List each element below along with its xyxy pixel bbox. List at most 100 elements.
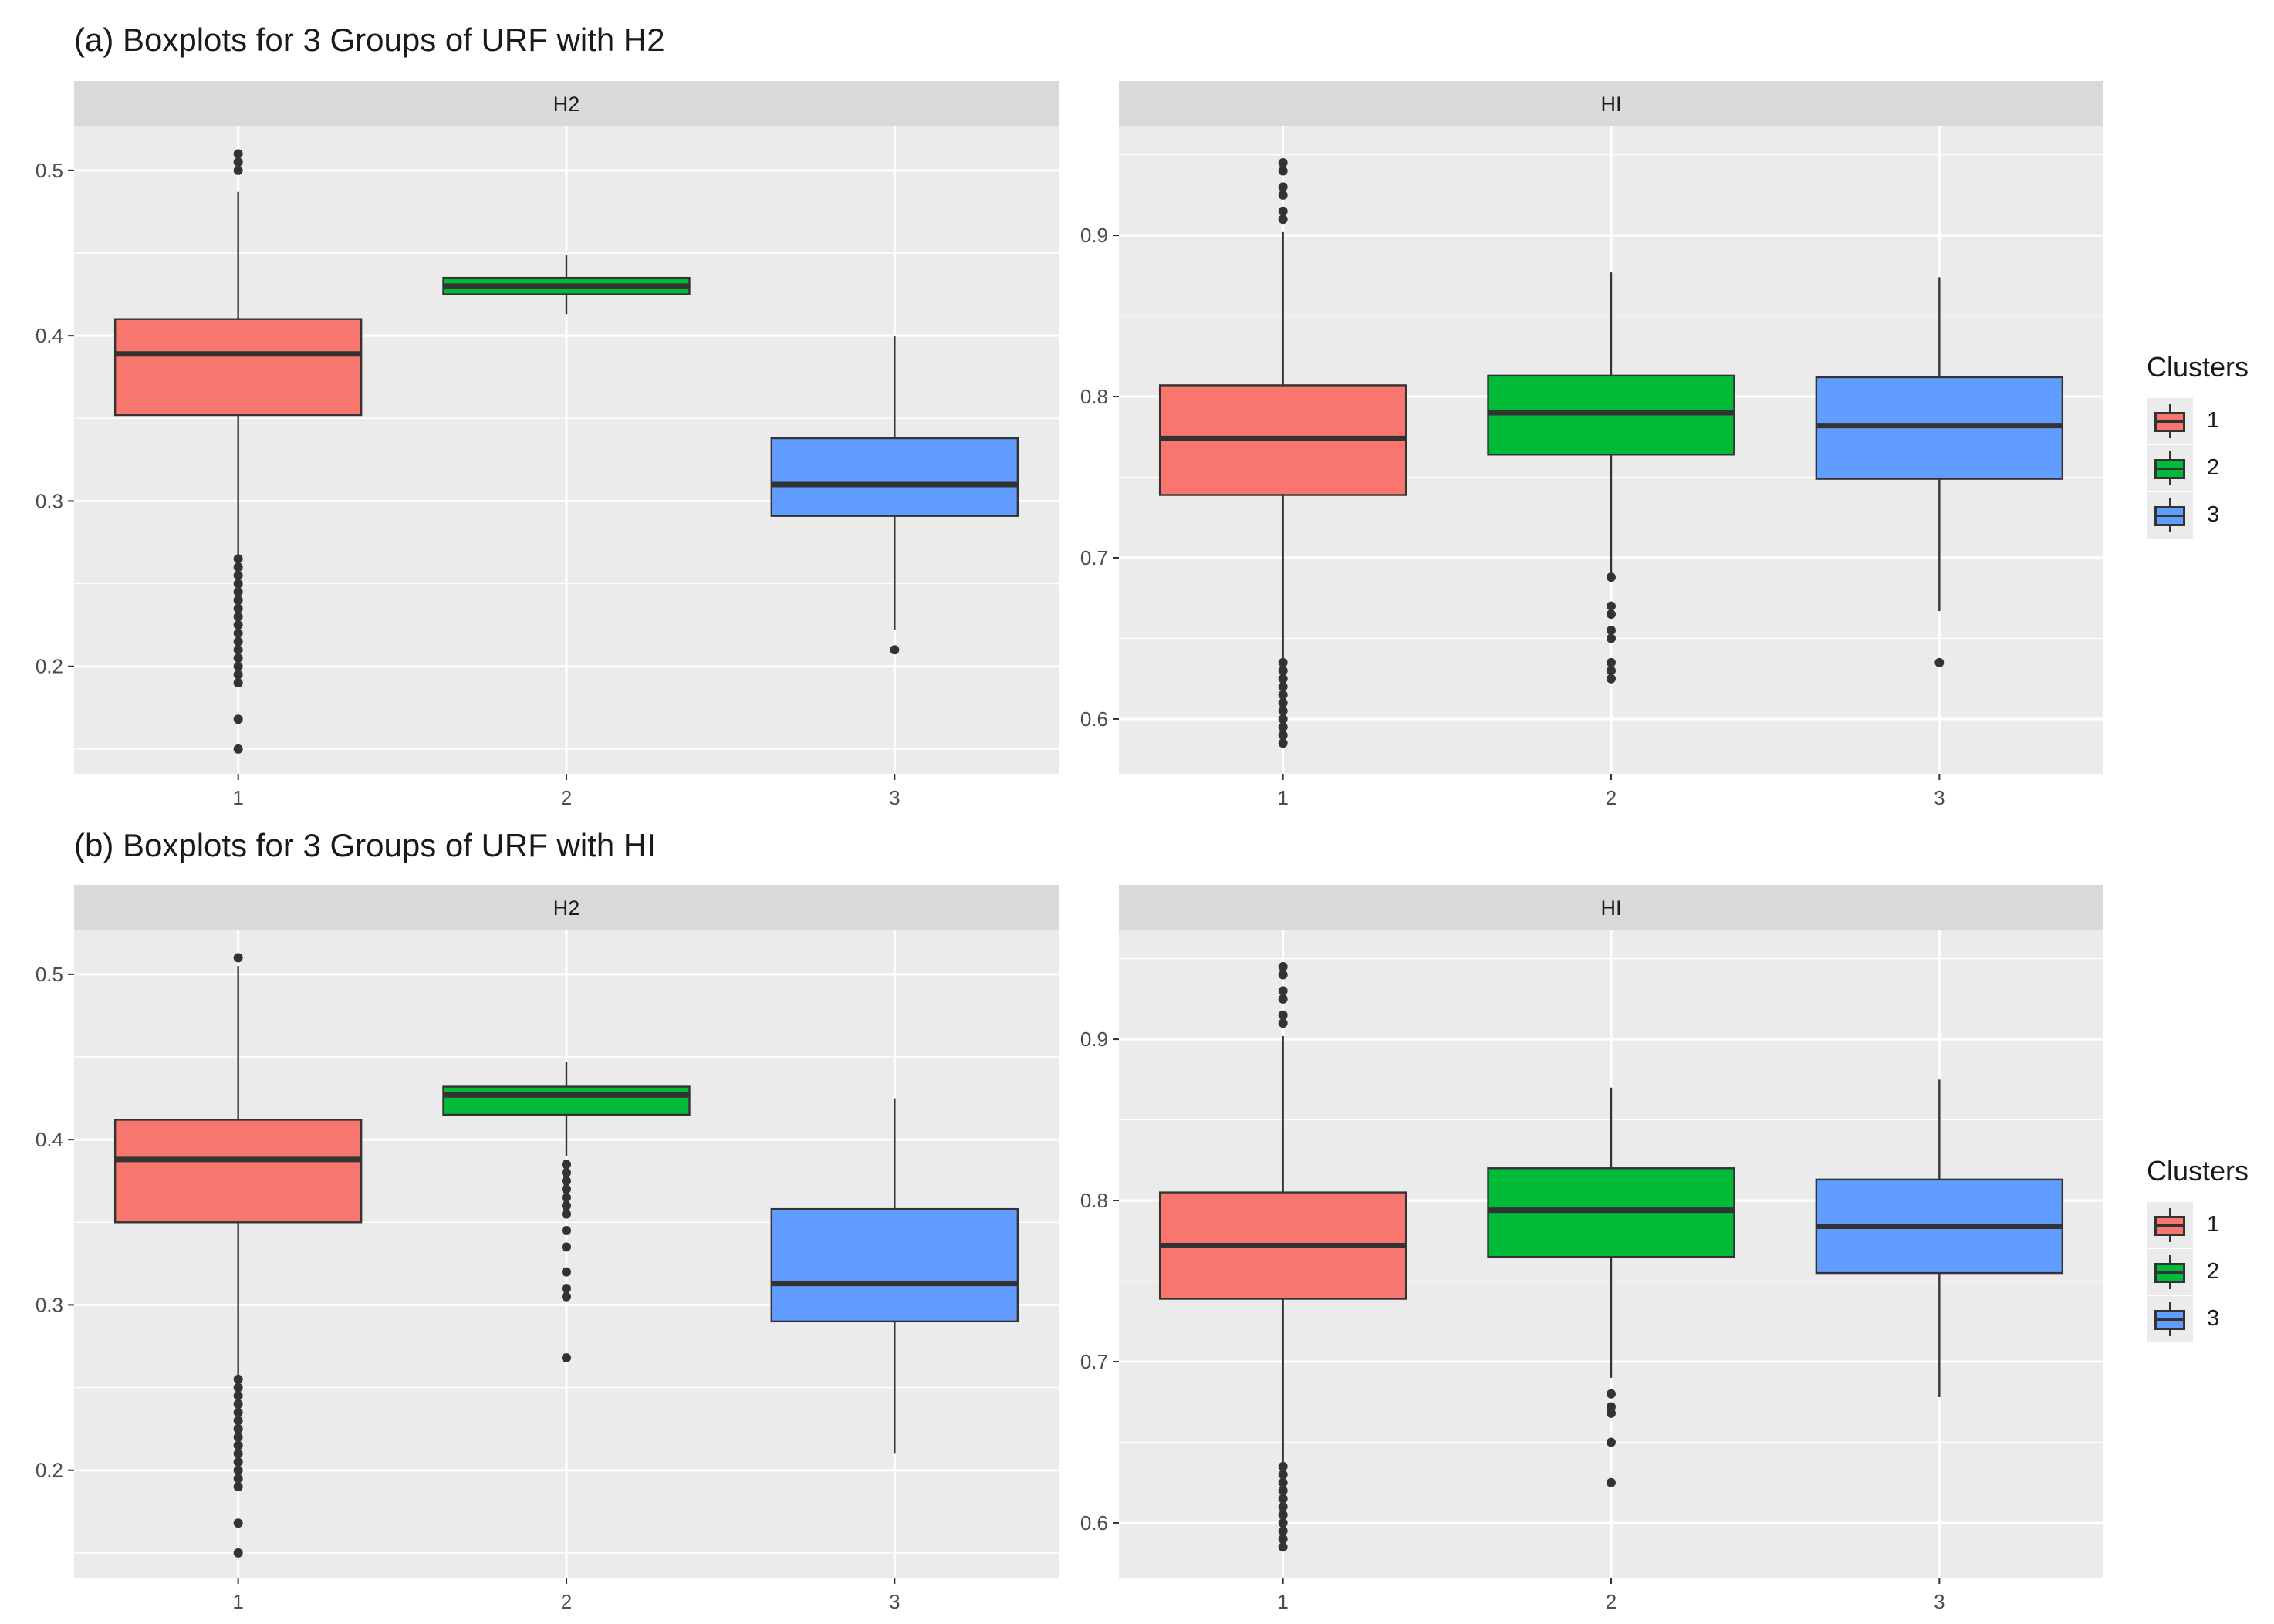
- outlier-point: [233, 149, 243, 159]
- y-tick-label: 0.2: [35, 655, 63, 678]
- outlier-point: [1607, 674, 1616, 684]
- box-cluster-3: [770, 1098, 1019, 1454]
- outlier-point: [1278, 698, 1288, 708]
- legend-key-3: [2147, 1295, 2193, 1342]
- outlier-point: [233, 603, 243, 613]
- outlier-point: [1278, 738, 1288, 748]
- y-tick-label: 0.6: [1080, 707, 1108, 731]
- outlier-point: [1278, 1018, 1288, 1028]
- box-cluster-2: [1487, 1087, 1735, 1487]
- outlier-point: [562, 1209, 571, 1219]
- outlier-point: [1278, 674, 1288, 684]
- y-tick-label: 0.8: [1080, 1189, 1108, 1212]
- outlier-point: [1607, 1477, 1616, 1487]
- y-tick-label: 0.3: [35, 1293, 63, 1316]
- legend-title: Clusters: [2147, 1155, 2249, 1187]
- outlier-point: [233, 157, 243, 167]
- outlier-point: [233, 1399, 243, 1409]
- legend-item-1: 1: [2147, 1201, 2270, 1248]
- outlier-point: [1278, 994, 1288, 1004]
- outlier-point: [1607, 1408, 1616, 1418]
- outlier-point: [1607, 572, 1616, 582]
- outlier-point: [1278, 730, 1288, 740]
- outlier-point: [562, 1160, 571, 1170]
- x-tick-label: 2: [561, 786, 572, 809]
- box-iqr: [770, 1207, 1019, 1323]
- outlier-point: [562, 1226, 571, 1235]
- y-tick-label: 0.9: [1080, 224, 1108, 247]
- legend-key-2: [2147, 444, 2193, 491]
- legend-item-2: 2: [2147, 1248, 2270, 1295]
- outlier-point: [233, 714, 243, 724]
- facet-strip-label: H2: [553, 93, 580, 116]
- panel-b-hi: HI 0.6 0.7 0.8 0.9 1 2 3: [1080, 885, 2103, 1613]
- outlier-point: [1607, 626, 1616, 636]
- outlier-point: [233, 1465, 243, 1475]
- outlier-point: [1607, 1402, 1616, 1412]
- box-iqr: [442, 1085, 691, 1116]
- outlier-point: [890, 645, 900, 655]
- y-tick-label: 0.7: [1080, 1350, 1108, 1373]
- outlier-point: [1278, 1494, 1288, 1504]
- outlier-point: [1278, 182, 1288, 192]
- outlier-point: [233, 1383, 243, 1393]
- y-tick-label: 0.5: [35, 963, 63, 986]
- legend-key-1: [2147, 397, 2193, 444]
- outlier-point: [233, 1518, 243, 1528]
- outlier-point: [1607, 1437, 1616, 1447]
- facet-strip-label: H2: [553, 896, 580, 920]
- x-tick-label: 1: [1277, 1590, 1288, 1613]
- outlier-point: [562, 1184, 571, 1194]
- y-tick-label: 0.8: [1080, 385, 1108, 408]
- facet-strip: [1119, 885, 2103, 930]
- outlier-point: [233, 670, 243, 680]
- outlier-point: [233, 554, 243, 564]
- row-a-title: (a) Boxplots for 3 Groups of URF with H2: [74, 22, 665, 58]
- outlier-point: [233, 1374, 243, 1384]
- x-tick-label: 2: [1606, 1590, 1617, 1613]
- outlier-point: [1278, 1526, 1288, 1536]
- outlier-point: [1278, 1518, 1288, 1528]
- legend-bottom: Clusters 1 2 3: [2147, 1155, 2270, 1342]
- outlier-point: [233, 1407, 243, 1417]
- box-cluster-2: [1487, 272, 1735, 684]
- outlier-point: [233, 645, 243, 655]
- box-cluster-1: [1158, 962, 1407, 1552]
- outlier-point: [1278, 722, 1288, 732]
- x-tick-label: 1: [232, 1590, 243, 1613]
- box-cluster-1: [113, 149, 363, 754]
- outlier-point: [233, 744, 243, 754]
- outlier-point: [233, 1474, 243, 1484]
- facet-strip-label: HI: [1601, 93, 1622, 116]
- x-tick-label: 1: [1277, 786, 1288, 809]
- outlier-point: [1278, 206, 1288, 216]
- box-iqr: [113, 318, 363, 417]
- y-tick-label: 0.6: [1080, 1511, 1108, 1535]
- x-tick-label: 3: [1934, 786, 1945, 809]
- outlier-point: [1278, 166, 1288, 176]
- x-tick-label: 3: [889, 1590, 900, 1613]
- outlier-point: [1278, 1010, 1288, 1020]
- outlier-point: [233, 596, 243, 605]
- outlier-point: [233, 1457, 243, 1467]
- legend-key-2: [2147, 1248, 2193, 1295]
- outlier-point: [1278, 962, 1288, 972]
- outlier-point: [233, 953, 243, 963]
- box-cluster-3: [1815, 277, 2064, 667]
- outlier-point: [1278, 158, 1288, 168]
- outlier-point: [1607, 609, 1616, 620]
- outlier-point: [233, 570, 243, 580]
- outlier-point: [1278, 1502, 1288, 1512]
- legend-item-3: 3: [2147, 1295, 2270, 1342]
- outlier-point: [562, 1168, 571, 1177]
- legend-title: Clusters: [2147, 351, 2249, 383]
- outlier-point: [1607, 666, 1616, 676]
- outlier-point: [233, 1440, 243, 1450]
- facet-strip: [74, 81, 1059, 126]
- outlier-point: [1278, 1477, 1288, 1487]
- outlier-point: [562, 1291, 571, 1302]
- outlier-point: [233, 620, 243, 630]
- facet-strip-label: HI: [1601, 896, 1622, 920]
- y-tick-label: 0.4: [35, 1128, 63, 1151]
- outlier-point: [1278, 690, 1288, 700]
